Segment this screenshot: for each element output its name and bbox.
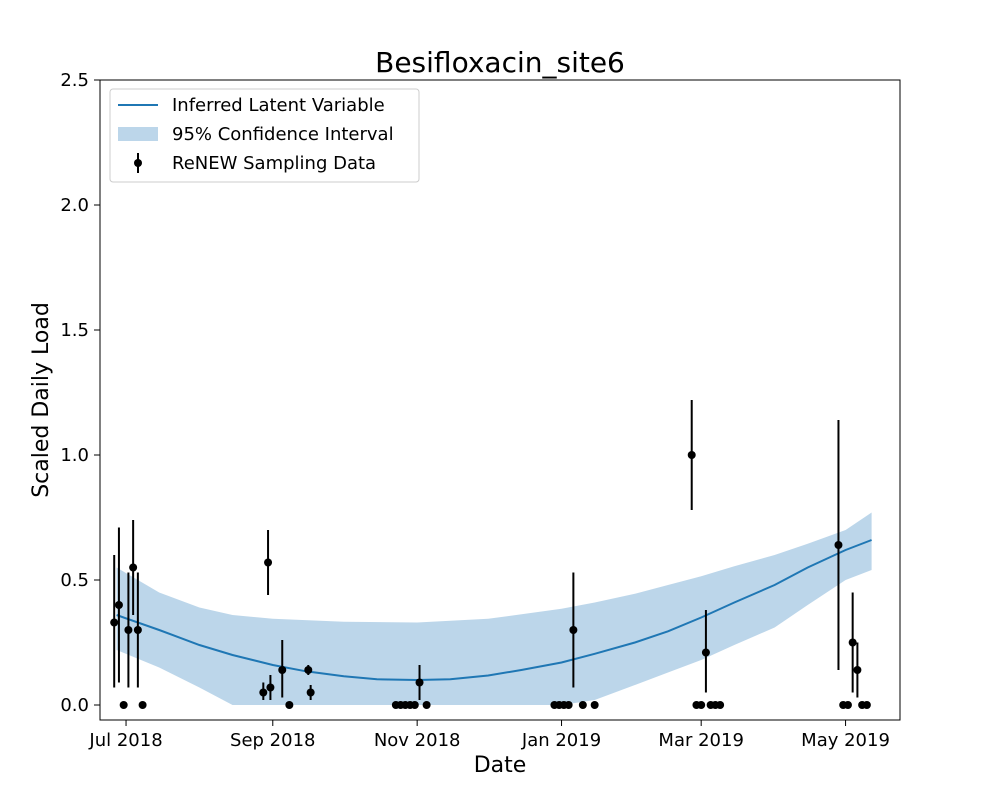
sampling-point bbox=[410, 701, 419, 709]
x-tick-label: Jan 2019 bbox=[521, 730, 601, 751]
sampling-point bbox=[266, 683, 275, 692]
sampling-point bbox=[133, 626, 142, 634]
sampling-point bbox=[569, 626, 578, 634]
confidence-band bbox=[116, 512, 872, 705]
sampling-point bbox=[862, 701, 871, 709]
sampling-point bbox=[304, 666, 313, 674]
sampling-point bbox=[853, 666, 862, 674]
x-tick-label: May 2019 bbox=[801, 730, 890, 751]
legend-label-band: 95% Confidence Interval bbox=[172, 124, 394, 145]
sampling-point bbox=[114, 601, 123, 609]
sampling-point bbox=[590, 701, 599, 709]
sampling-point bbox=[264, 558, 273, 567]
sampling-point bbox=[285, 701, 294, 709]
y-tick-label: 2.5 bbox=[60, 70, 89, 91]
sampling-point bbox=[697, 701, 706, 709]
legend-band-swatch bbox=[118, 127, 158, 141]
sampling-points-layer bbox=[110, 400, 871, 709]
x-tick-label: Sep 2018 bbox=[230, 730, 315, 751]
sampling-point bbox=[259, 688, 268, 697]
x-axis-label: Date bbox=[474, 753, 527, 778]
sampling-point bbox=[422, 701, 431, 709]
y-tick-label: 0.0 bbox=[60, 695, 89, 716]
sampling-point bbox=[564, 701, 573, 709]
y-tick-label: 2.0 bbox=[60, 195, 89, 216]
sampling-point bbox=[119, 701, 128, 709]
legend-label-line: Inferred Latent Variable bbox=[172, 95, 385, 116]
sampling-point bbox=[278, 666, 287, 674]
sampling-point bbox=[415, 678, 424, 687]
y-axis-ticks: 0.0 0.5 1.0 1.5 2.0 2.5 bbox=[60, 70, 100, 716]
sampling-point bbox=[129, 563, 138, 572]
sampling-point bbox=[138, 701, 147, 709]
sampling-point bbox=[843, 701, 852, 709]
chart-title: Besifloxacin_site6 bbox=[375, 46, 625, 79]
x-tick-label: Mar 2019 bbox=[658, 730, 744, 751]
legend: Inferred Latent Variable 95% Confidence … bbox=[109, 88, 420, 183]
confidence-band-layer bbox=[116, 512, 872, 705]
y-tick-label: 1.5 bbox=[60, 320, 89, 341]
sampling-point bbox=[701, 648, 710, 657]
latent-line-layer bbox=[116, 539, 872, 682]
x-tick-label: Nov 2018 bbox=[374, 730, 461, 751]
latent-variable-line bbox=[116, 539, 872, 682]
sampling-point bbox=[716, 701, 725, 709]
sampling-point bbox=[306, 688, 315, 697]
y-tick-label: 1.0 bbox=[60, 445, 89, 466]
sampling-point bbox=[834, 541, 843, 549]
legend-label-points: ReNEW Sampling Data bbox=[172, 153, 376, 174]
sampling-point bbox=[687, 451, 696, 459]
x-tick-label: Jul 2018 bbox=[88, 730, 162, 751]
x-axis-ticks: Jul 2018 Sep 2018 Nov 2018 Jan 2019 Mar 2019… bbox=[88, 720, 890, 751]
sampling-point bbox=[124, 626, 133, 634]
plot-frame bbox=[99, 79, 901, 721]
sampling-point bbox=[578, 701, 587, 709]
legend-frame bbox=[109, 88, 420, 183]
sampling-point bbox=[110, 618, 119, 627]
y-tick-label: 0.5 bbox=[60, 570, 89, 591]
legend-point-swatch bbox=[134, 159, 142, 167]
y-axis-label: Scaled Daily Load bbox=[29, 302, 54, 498]
sampling-point bbox=[848, 638, 857, 647]
